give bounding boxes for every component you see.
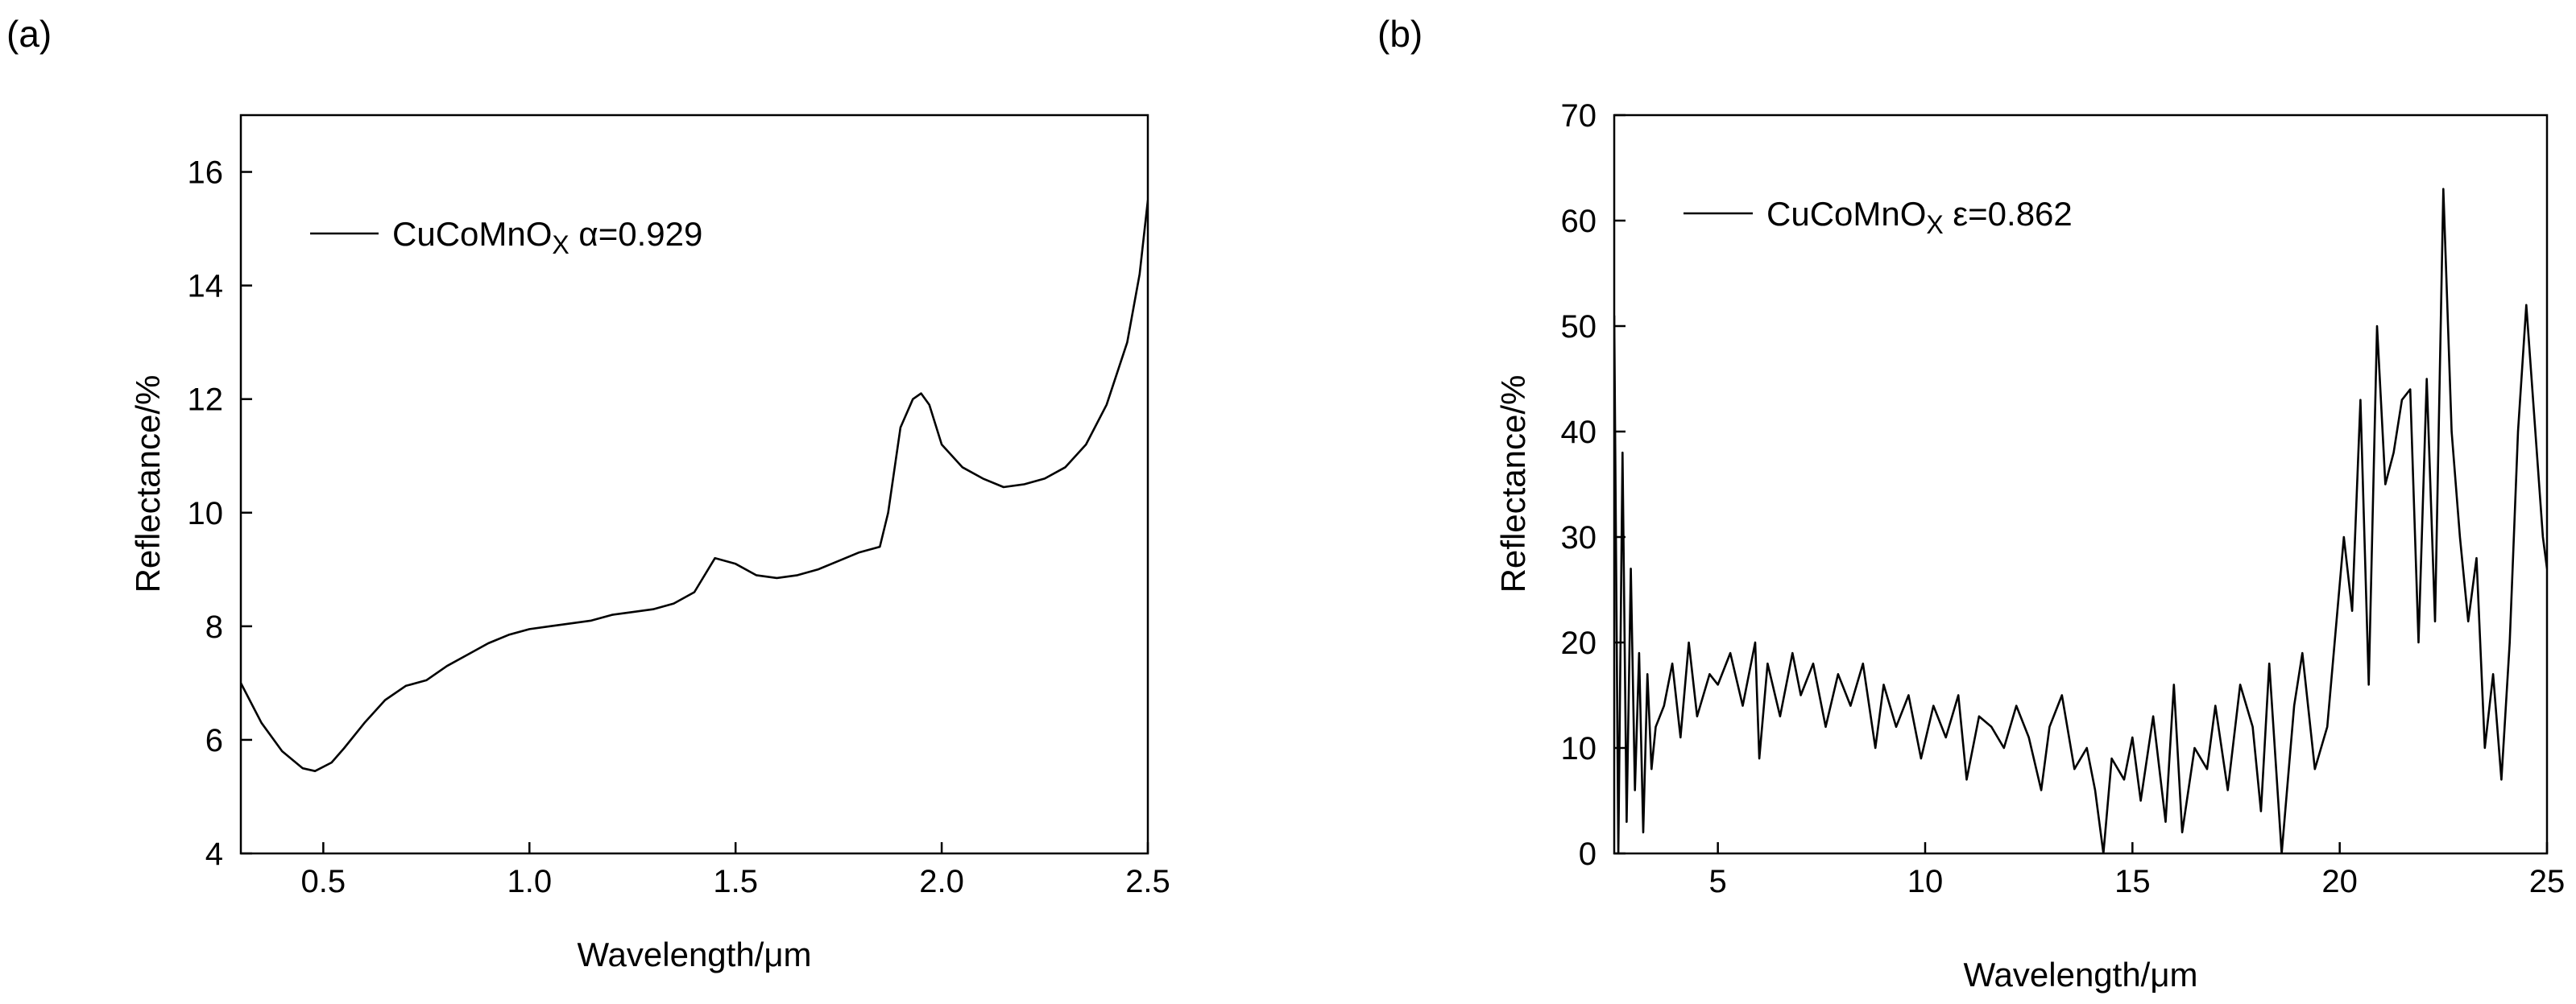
series-line-a: [241, 200, 1148, 772]
y-tick-label: 8: [205, 609, 223, 645]
legend-label-b: CuCoMnOX ε=0.862: [1766, 195, 2073, 239]
y-tick-label: 40: [1561, 415, 1597, 450]
y-tick-label: 10: [188, 496, 224, 531]
panel-label-b: (b): [1377, 13, 1423, 55]
x-ticks-b: 5 10 15 20 25: [1709, 842, 2566, 899]
y-axis-label-b: Reflectance/%: [1494, 375, 1532, 593]
x-tick-label: 2.0: [919, 864, 964, 899]
x-tick-label: 0.5: [301, 864, 346, 899]
y-tick-label: 70: [1561, 98, 1597, 134]
y-tick-label: 60: [1561, 204, 1597, 239]
y-tick-label: 4: [205, 837, 223, 872]
x-tick-label: 2.5: [1125, 864, 1170, 899]
y-tick-label: 20: [1561, 626, 1597, 661]
x-tick-label: 10: [1907, 864, 1944, 899]
y-tick-label: 12: [188, 382, 224, 418]
x-tick-label: 1.0: [507, 864, 552, 899]
y-tick-label: 0: [1579, 837, 1597, 872]
y-tick-label: 6: [205, 723, 223, 758]
y-tick-label: 50: [1561, 309, 1597, 345]
series-line-b: [1614, 188, 2547, 853]
panel-label-a: (a): [6, 13, 52, 55]
legend-a: CuCoMnOX α=0.929: [310, 215, 702, 259]
x-tick-label: 5: [1709, 864, 1727, 899]
plot-frame-a: [239, 114, 1149, 855]
y-tick-label: 16: [188, 155, 224, 191]
y-axis-label-a: Reflectance/%: [129, 375, 167, 593]
y-tick-label: 10: [1561, 731, 1597, 766]
legend-label-a: CuCoMnOX α=0.929: [392, 215, 702, 259]
y-ticks-b: 0 10 20 30 40 50 60 70: [1561, 98, 1626, 872]
y-tick-label: 30: [1561, 520, 1597, 556]
x-ticks-a: 0.5 1.0 1.5 2.0 2.5: [301, 842, 1170, 899]
x-tick-label: 25: [2529, 864, 2566, 899]
x-axis-label-b: Wavelength/μm: [1963, 956, 2197, 994]
chart-a: (a) 0.5 1.0 1.5 2.0 2.5 4 6 8 10 12 14 16 Waveleng…: [6, 13, 1170, 973]
legend-b: CuCoMnOX ε=0.862: [1684, 195, 2073, 239]
y-ticks-a: 4 6 8 10 12 14 16: [188, 155, 252, 872]
x-tick-label: 15: [2114, 864, 2151, 899]
y-tick-label: 14: [188, 269, 224, 304]
x-tick-label: 1.5: [713, 864, 758, 899]
plot-frame-b: [1613, 114, 2549, 855]
x-tick-label: 20: [2321, 864, 2358, 899]
chart-b: (b) 5 10 15 20 25 0 10 20 30 40 50 60 70 Wavelength…: [1377, 13, 2565, 994]
x-axis-label-a: Wavelength/μm: [577, 936, 811, 973]
